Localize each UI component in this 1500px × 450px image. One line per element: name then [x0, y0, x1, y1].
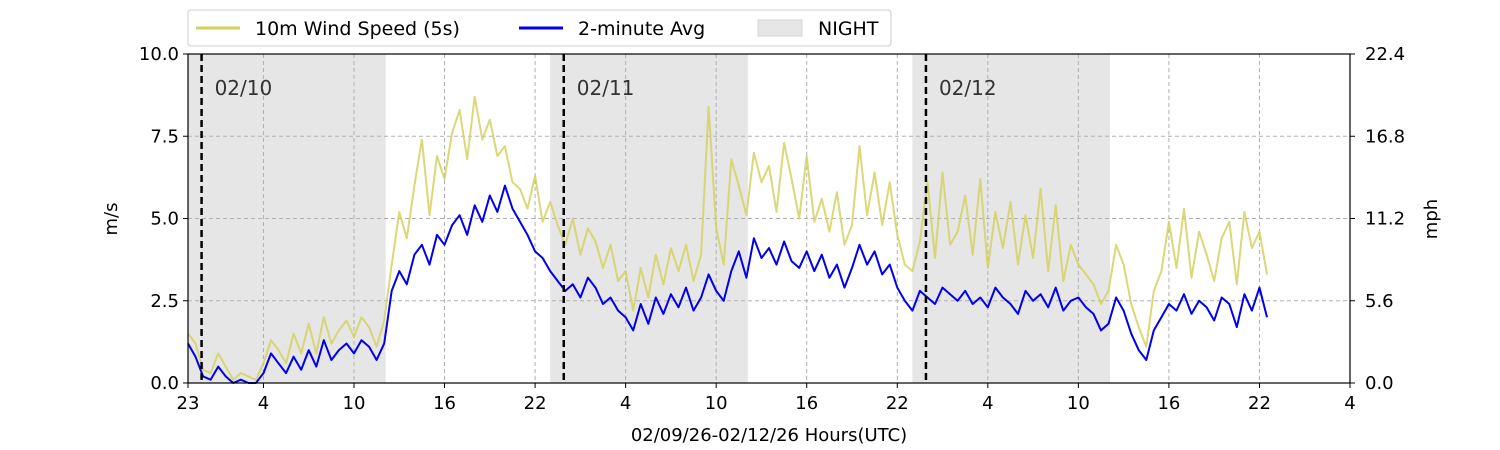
y-tick-right-layer: 0.0 5.6 11.2 16.8 22.4 [1350, 44, 1405, 394]
x-tick-label: 22 [886, 393, 909, 414]
y-tick-label-right: 16.8 [1365, 126, 1405, 147]
avg-wind-series-layer [187, 184, 1268, 384]
x-tick-label: 23 [177, 393, 200, 414]
x-tick-label: 22 [1248, 393, 1271, 414]
x-tick-label: 10 [343, 393, 366, 414]
y-tick-label-left: 2.5 [150, 291, 179, 312]
legend-night-label: NIGHT [818, 18, 879, 40]
y-tick-label-right: 0.0 [1365, 373, 1394, 394]
legend-raw-label: 10m Wind Speed (5s) [255, 18, 460, 40]
grid-layer [188, 54, 1350, 383]
x-tick-label: 4 [258, 393, 269, 414]
x-tick-label: 4 [982, 393, 993, 414]
y-tick-label-left: 10.0 [139, 44, 179, 65]
y-tick-label-left: 7.5 [150, 126, 179, 147]
y-axis-label-left: m/s [101, 203, 122, 236]
x-tick-label: 16 [1157, 393, 1180, 414]
y-tick-label-right: 5.6 [1365, 291, 1394, 312]
y-tick-label-left: 0.0 [150, 373, 179, 394]
day-marker-layer: 02/10 02/11 02/12 [200, 54, 997, 383]
day-marker-label: 02/10 [215, 76, 273, 100]
x-tick-layer: 23 4 10 16 22 4 10 16 22 4 10 16 22 4 [177, 383, 1356, 414]
y-axis-label-right: mph [1421, 199, 1442, 239]
x-tick-label: 4 [620, 393, 631, 414]
y-tick-label-right: 11.2 [1365, 209, 1405, 230]
legend: 10m Wind Speed (5s) 2-minute Avg NIGHT [187, 9, 892, 47]
legend-night-swatch [757, 19, 803, 37]
y-tick-label-left: 5.0 [150, 209, 179, 230]
night-band [550, 54, 748, 383]
y-tick-left-layer: 0.0 2.5 5.0 7.5 10.0 [139, 44, 188, 394]
day-marker-label: 02/11 [577, 76, 635, 100]
x-tick-label: 22 [524, 393, 547, 414]
avg-wind-line [187, 184, 1268, 384]
raw-wind-line [187, 95, 1268, 381]
raw-wind-series-layer [187, 95, 1268, 381]
x-tick-label: 4 [1344, 393, 1355, 414]
night-shading-layer [188, 54, 1111, 383]
x-tick-label: 16 [433, 393, 456, 414]
x-tick-label: 10 [705, 393, 728, 414]
x-tick-label: 10 [1067, 393, 1090, 414]
x-axis-label: 02/09/26-02/12/26 Hours(UTC) [631, 425, 907, 446]
x-tick-label: 16 [795, 393, 818, 414]
day-marker-label: 02/12 [939, 76, 997, 100]
y-tick-label-right: 22.4 [1365, 44, 1405, 65]
legend-avg-label: 2-minute Avg [578, 18, 705, 40]
